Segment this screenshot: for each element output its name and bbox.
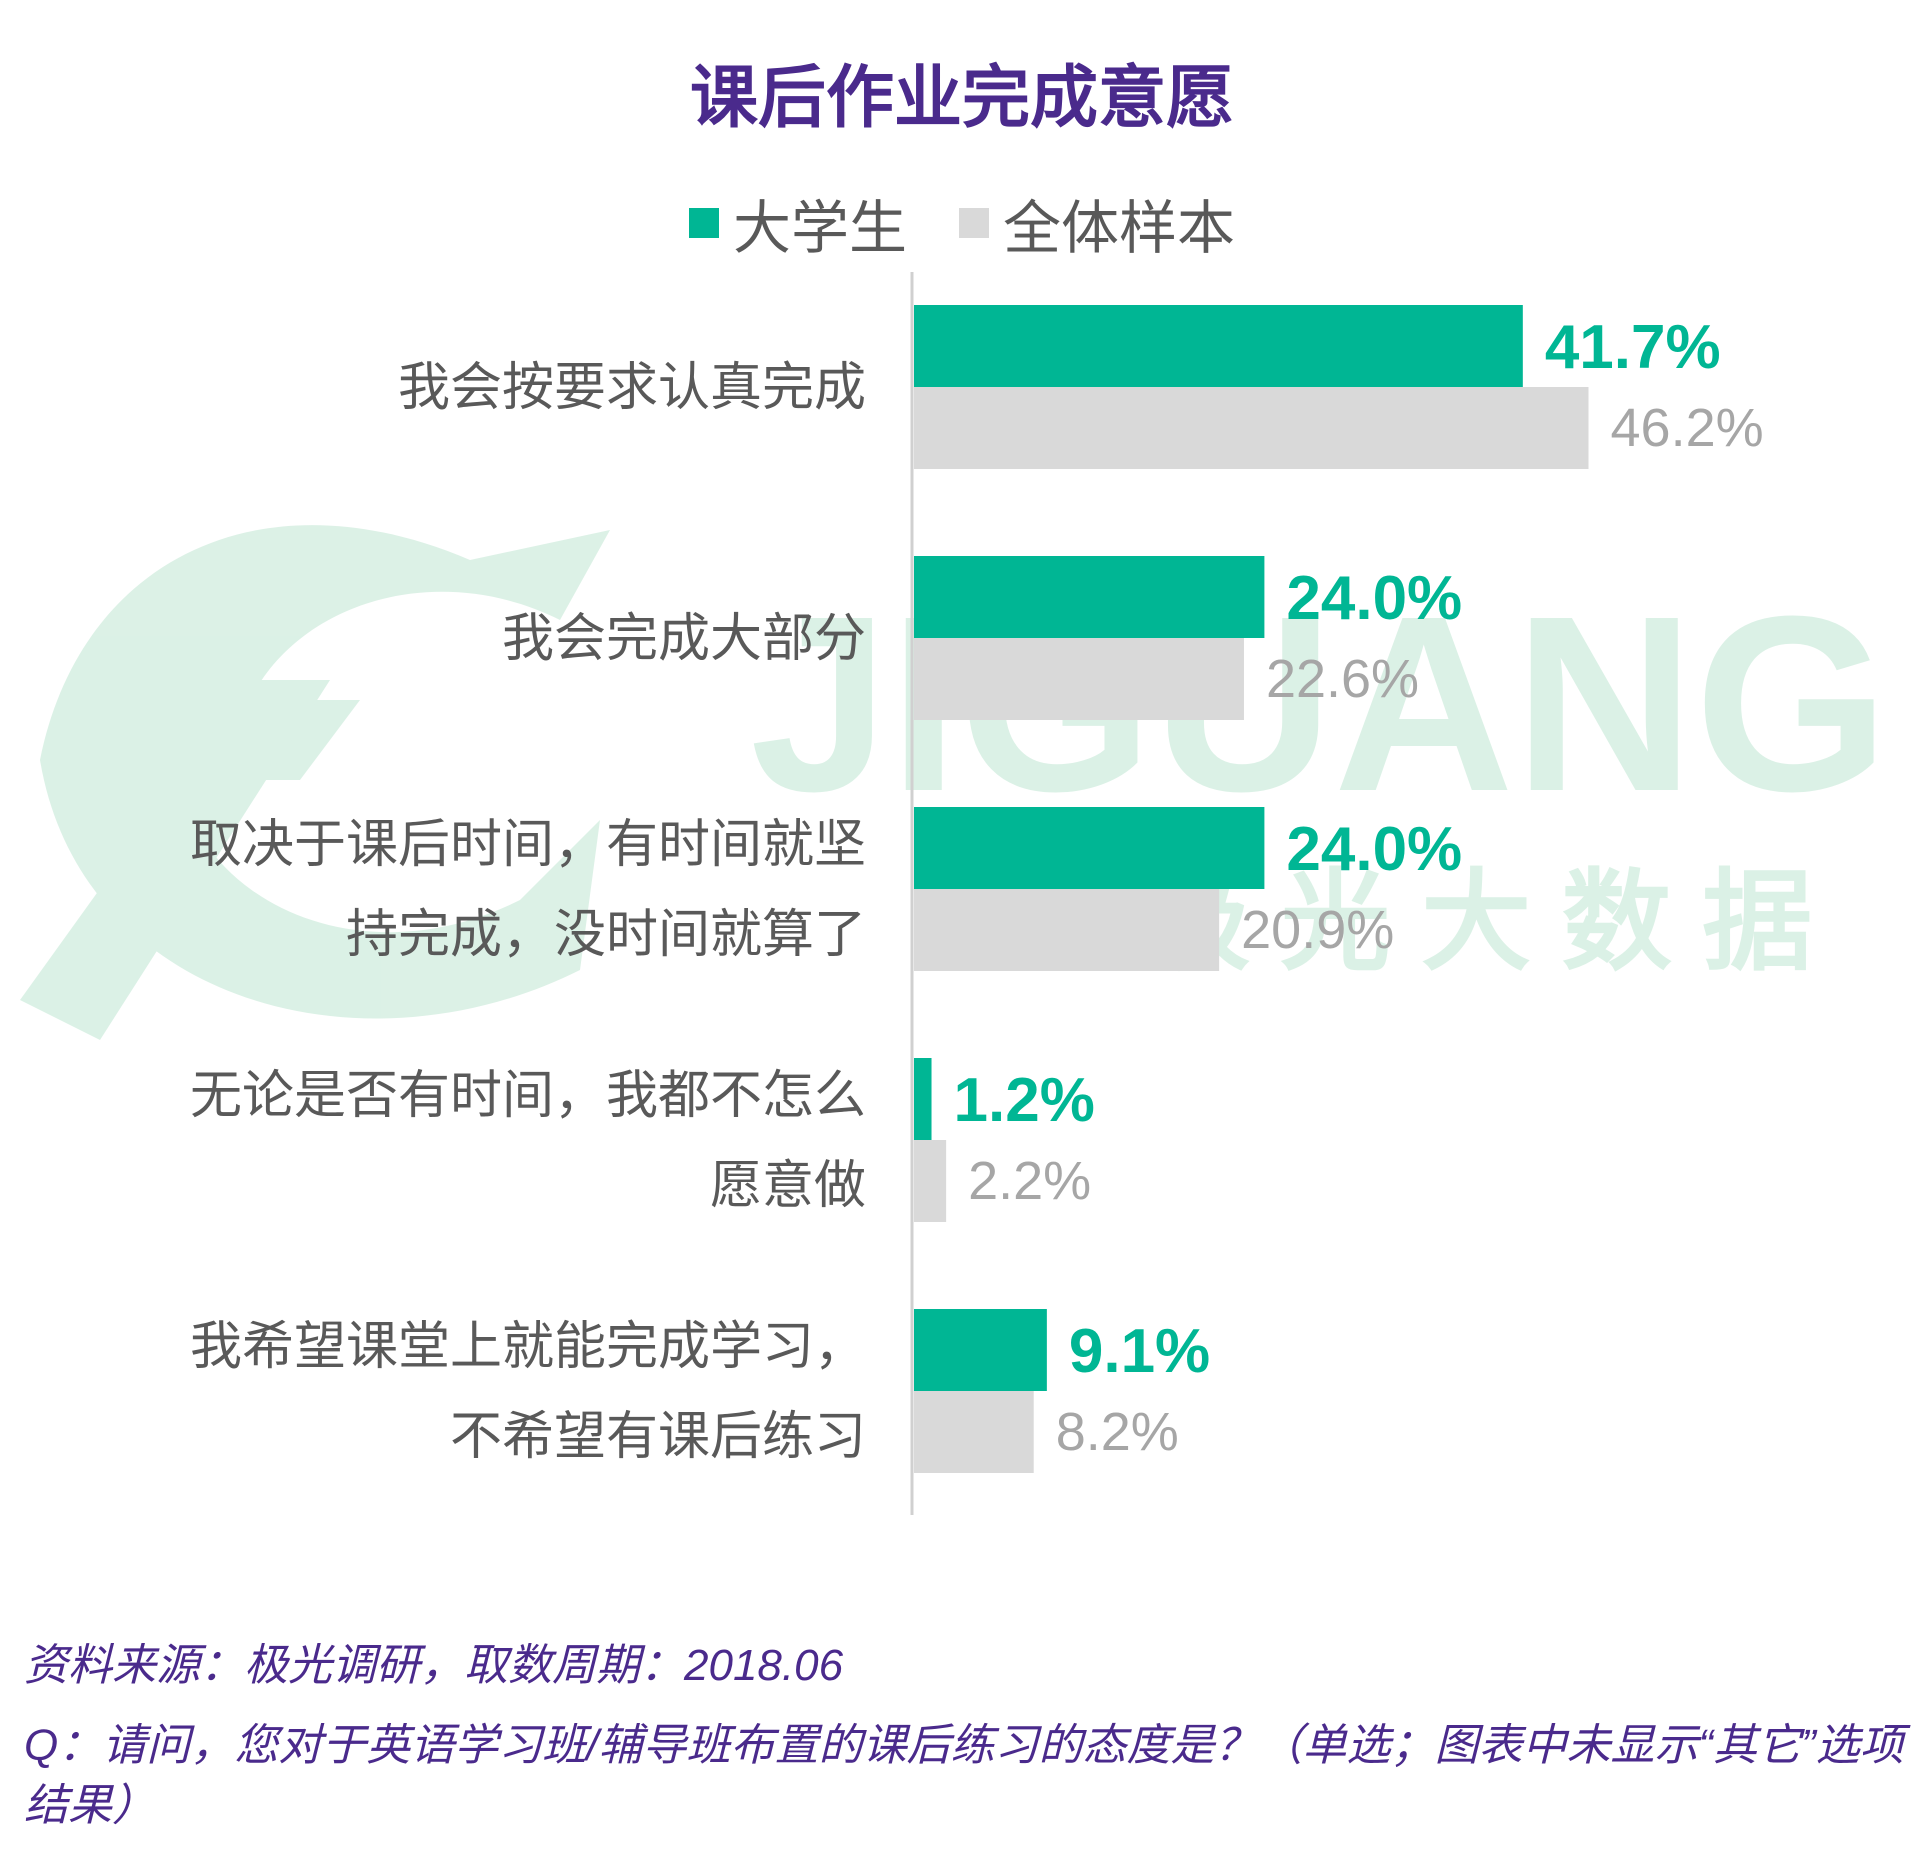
bar-students xyxy=(914,807,1265,889)
data-label: 24.0% xyxy=(1286,815,1462,884)
bar-overall xyxy=(914,889,1220,971)
watermark-logo: JIGUANG 极 光 大 数 据 xyxy=(20,525,1889,1040)
category-label: 无论是否有时间，我都不怎么 xyxy=(190,1067,866,1125)
chart-title: 课后作业完成意愿 xyxy=(689,60,1234,136)
bar-chart: JIGUANG 极 光 大 数 据 我会按要求认真完成 41.7% 46.2% 我会完… xyxy=(20,272,1889,1515)
legend: 大学生 全体样本 xyxy=(0,188,1924,261)
legend-item-1: 大学生 xyxy=(688,181,907,265)
data-label: 20.9% xyxy=(1241,900,1394,960)
category-label: 持完成，没时间就算了 xyxy=(346,906,866,964)
data-label: 41.7% xyxy=(1545,313,1721,382)
bar-students xyxy=(914,556,1265,638)
data-label: 24.0% xyxy=(1286,564,1462,633)
legend-swatch-1 xyxy=(688,208,719,238)
bar-students xyxy=(914,305,1523,387)
bar-students xyxy=(914,1058,932,1140)
category-label: 不希望有课后练习 xyxy=(450,1408,866,1466)
category-label: 我希望课堂上就能完成学习， xyxy=(190,1318,866,1376)
bars-group: 我会按要求认真完成 41.7% 46.2% 我会完成大部分 24.0% 22.6% 取决于课… xyxy=(190,305,1764,1473)
bar-overall xyxy=(914,387,1589,469)
question-note: Q：请问，您对于英语学习班/辅导班布置的课后练习的态度是？（单选；图表中未显示“… xyxy=(24,1721,1904,1830)
watermark-logo-slash xyxy=(20,680,330,1040)
data-label: 8.2% xyxy=(1056,1402,1179,1462)
data-label: 1.2% xyxy=(954,1066,1095,1135)
legend-item-2: 全体样本 xyxy=(959,181,1235,265)
bar-overall xyxy=(914,1391,1034,1473)
bar-overall xyxy=(914,1140,947,1222)
legend-swatch-2 xyxy=(959,208,989,238)
source-note: 资料来源：极光调研，取数周期：2018.06 xyxy=(24,1641,844,1690)
data-label: 46.2% xyxy=(1611,398,1764,458)
bar-students xyxy=(914,1309,1047,1391)
data-label: 2.2% xyxy=(968,1151,1091,1211)
data-label: 22.6% xyxy=(1266,649,1419,709)
data-label: 9.1% xyxy=(1069,1317,1210,1386)
category-label: 取决于课后时间，有时间就坚 xyxy=(190,816,866,874)
bar-overall xyxy=(914,638,1244,720)
category-label: 愿意做 xyxy=(710,1157,866,1215)
category-label: 我会按要求认真完成 xyxy=(398,359,866,417)
category-label: 我会完成大部分 xyxy=(502,610,866,668)
legend-label-2: 全体样本 xyxy=(1003,196,1236,261)
legend-label-1: 大学生 xyxy=(732,196,907,261)
